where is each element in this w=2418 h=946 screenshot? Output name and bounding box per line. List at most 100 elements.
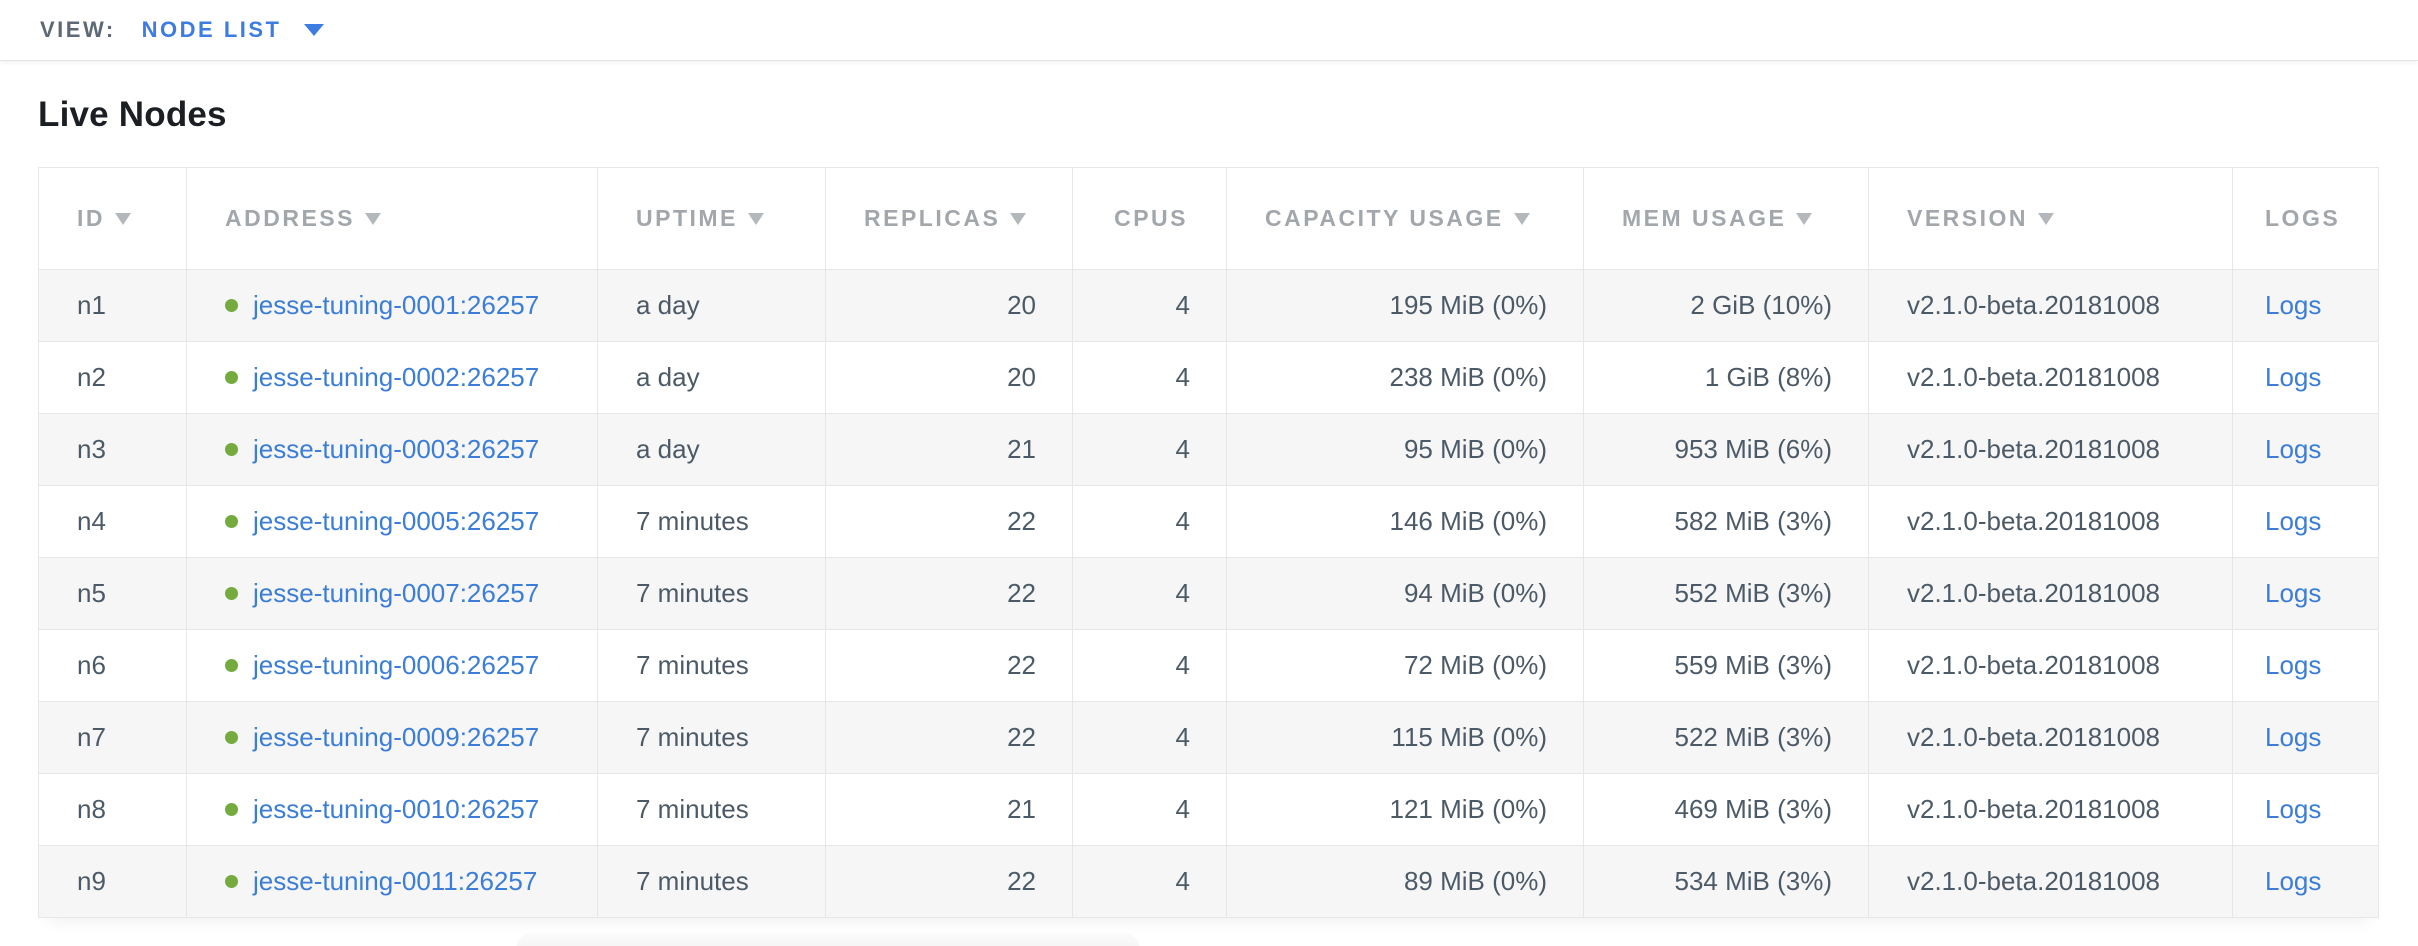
node-mem-usage-cell: 2 GiB (10%) [1583, 269, 1869, 342]
sort-desc-icon [1010, 213, 1027, 225]
logs-link[interactable]: Logs [2265, 362, 2322, 392]
column-header-label: LOGS [2265, 205, 2341, 231]
sort-desc-icon [1513, 213, 1530, 225]
node-logs-cell: Logs [2232, 845, 2379, 918]
column-header-label: CPUS [1114, 205, 1188, 231]
table-row: n9 jesse-tuning-0011:26257 7 minutes 22 … [38, 845, 2379, 918]
node-mem-usage-cell: 1 GiB (8%) [1583, 341, 1869, 414]
node-address-cell: jesse-tuning-0006:26257 [186, 629, 598, 702]
node-mem-usage-cell: 953 MiB (6%) [1583, 413, 1869, 486]
column-header-id[interactable]: ID [38, 167, 187, 270]
node-replicas-cell: 20 [825, 269, 1073, 342]
node-address-link[interactable]: jesse-tuning-0007:26257 [253, 578, 540, 608]
column-header-label: VERSION [1907, 205, 2029, 231]
node-address-link[interactable]: jesse-tuning-0005:26257 [253, 506, 540, 536]
column-header-address[interactable]: ADDRESS [186, 167, 598, 270]
node-version-cell: v2.1.0-beta.20181008 [1868, 629, 2233, 702]
node-id-cell: n2 [38, 341, 187, 414]
node-logs-cell: Logs [2232, 485, 2379, 558]
logs-link[interactable]: Logs [2265, 866, 2322, 896]
column-header-replicas[interactable]: REPLICAS [825, 167, 1073, 270]
node-cpus-cell: 4 [1072, 557, 1227, 630]
node-address-cell: jesse-tuning-0005:26257 [186, 485, 598, 558]
node-capacity-usage-cell: 195 MiB (0%) [1226, 269, 1584, 342]
node-replicas-cell: 22 [825, 629, 1073, 702]
table-row: n3 jesse-tuning-0003:26257 a day 21 4 95… [38, 413, 2379, 486]
table-row: n8 jesse-tuning-0010:26257 7 minutes 21 … [38, 773, 2379, 846]
column-header-logs[interactable]: LOGS [2232, 167, 2379, 270]
column-header-label: CAPACITY USAGE [1265, 205, 1504, 231]
node-capacity-usage-cell: 146 MiB (0%) [1226, 485, 1584, 558]
sort-desc-icon [747, 213, 764, 225]
node-id-cell: n9 [38, 845, 187, 918]
view-label: VIEW: [40, 17, 116, 42]
node-live-status-icon [225, 371, 238, 384]
column-header-label: ID [77, 205, 105, 231]
column-header-label: UPTIME [636, 205, 738, 231]
node-live-status-icon [225, 299, 238, 312]
logs-link[interactable]: Logs [2265, 650, 2322, 680]
node-cpus-cell: 4 [1072, 413, 1227, 486]
logs-link[interactable]: Logs [2265, 578, 2322, 608]
node-address-link[interactable]: jesse-tuning-0001:26257 [253, 290, 540, 320]
view-selector-dropdown[interactable]: NODE LIST [142, 17, 324, 43]
node-address-cell: jesse-tuning-0002:26257 [186, 341, 598, 414]
node-logs-cell: Logs [2232, 557, 2379, 630]
node-uptime-cell: 7 minutes [597, 629, 826, 702]
column-header-label: REPLICAS [864, 205, 1001, 231]
node-replicas-cell: 21 [825, 773, 1073, 846]
node-mem-usage-cell: 559 MiB (3%) [1583, 629, 1869, 702]
node-uptime-cell: 7 minutes [597, 485, 826, 558]
logs-link[interactable]: Logs [2265, 722, 2322, 752]
node-address-link[interactable]: jesse-tuning-0011:26257 [253, 866, 538, 896]
page-title: Live Nodes [38, 95, 227, 134]
node-address-link[interactable]: jesse-tuning-0010:26257 [253, 794, 540, 824]
column-header-label: ADDRESS [225, 205, 355, 231]
node-address-cell: jesse-tuning-0009:26257 [186, 701, 598, 774]
column-header-capacity-usage[interactable]: CAPACITY USAGE [1226, 167, 1584, 270]
column-header-uptime[interactable]: UPTIME [597, 167, 826, 270]
node-capacity-usage-cell: 238 MiB (0%) [1226, 341, 1584, 414]
node-cpus-cell: 4 [1072, 485, 1227, 558]
node-mem-usage-cell: 534 MiB (3%) [1583, 845, 1869, 918]
node-capacity-usage-cell: 89 MiB (0%) [1226, 845, 1584, 918]
node-uptime-cell: 7 minutes [597, 701, 826, 774]
node-capacity-usage-cell: 94 MiB (0%) [1226, 557, 1584, 630]
column-header-label: MEM USAGE [1622, 205, 1787, 231]
node-address-link[interactable]: jesse-tuning-0006:26257 [253, 650, 540, 680]
table-row: n6 jesse-tuning-0006:26257 7 minutes 22 … [38, 629, 2379, 702]
sort-desc-icon [1796, 213, 1813, 225]
node-cpus-cell: 4 [1072, 341, 1227, 414]
node-address-link[interactable]: jesse-tuning-0002:26257 [253, 362, 540, 392]
node-replicas-cell: 22 [825, 701, 1073, 774]
sort-desc-icon [115, 213, 131, 225]
column-header-version[interactable]: VERSION [1868, 167, 2233, 270]
node-version-cell: v2.1.0-beta.20181008 [1868, 557, 2233, 630]
node-address-cell: jesse-tuning-0007:26257 [186, 557, 598, 630]
logs-link[interactable]: Logs [2265, 794, 2322, 824]
logs-link[interactable]: Logs [2265, 290, 2322, 320]
node-live-status-icon [225, 515, 238, 528]
node-replicas-cell: 22 [825, 557, 1073, 630]
column-header-cpus[interactable]: CPUS [1072, 167, 1227, 270]
node-cpus-cell: 4 [1072, 845, 1227, 918]
node-uptime-cell: a day [597, 413, 826, 486]
node-address-link[interactable]: jesse-tuning-0009:26257 [253, 722, 540, 752]
node-version-cell: v2.1.0-beta.20181008 [1868, 485, 2233, 558]
node-address-link[interactable]: jesse-tuning-0003:26257 [253, 434, 540, 464]
node-version-cell: v2.1.0-beta.20181008 [1868, 773, 2233, 846]
node-replicas-cell: 20 [825, 341, 1073, 414]
column-header-mem-usage[interactable]: MEM USAGE [1583, 167, 1869, 270]
node-replicas-cell: 22 [825, 485, 1073, 558]
sort-desc-icon [364, 213, 381, 225]
node-version-cell: v2.1.0-beta.20181008 [1868, 269, 2233, 342]
table-header-row: ID ADDRESS UPTIME REPLICAS CPUS CAPACITY… [38, 167, 2379, 270]
node-id-cell: n1 [38, 269, 187, 342]
logs-link[interactable]: Logs [2265, 434, 2322, 464]
node-replicas-cell: 21 [825, 413, 1073, 486]
node-live-status-icon [225, 659, 238, 672]
logs-link[interactable]: Logs [2265, 506, 2322, 536]
view-bar: VIEW: NODE LIST [0, 0, 2418, 61]
node-live-status-icon [225, 443, 238, 456]
node-live-status-icon [225, 731, 238, 744]
